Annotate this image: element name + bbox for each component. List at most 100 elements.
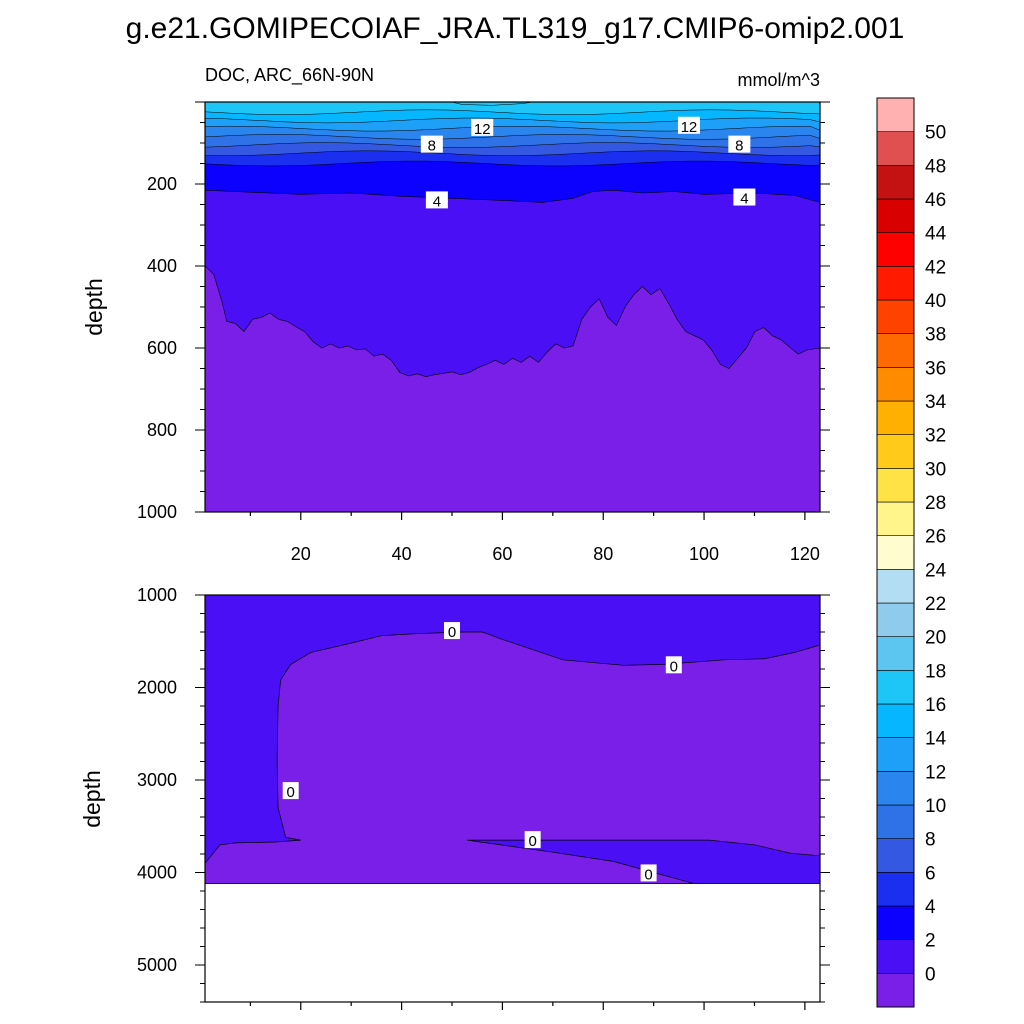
colorbar-swatch	[876, 434, 915, 469]
lower-y-tick-label: 2000	[137, 678, 177, 698]
colorbar-tick-label: 30	[925, 459, 946, 480]
lower-contour-label-bg	[282, 782, 299, 800]
colorbar-swatch	[876, 602, 915, 637]
lower-contour-label-text: 0	[287, 784, 295, 801]
colorbar-tick-label: 46	[925, 190, 946, 211]
upper-x-tick-label: 40	[392, 544, 412, 564]
upper-contour-label-text: 4	[433, 193, 441, 210]
lower-contour-label-text: 0	[448, 624, 456, 641]
colorbar-tick-label: 20	[925, 628, 946, 649]
colorbar-swatch	[876, 535, 915, 570]
colorbar-tick-label: 12	[925, 762, 946, 783]
colorbar-swatch	[876, 737, 915, 772]
upper-x-tick-label: 100	[689, 544, 719, 564]
lower-fill-below-0	[204, 631, 821, 884]
upper-contour-label-bg	[471, 118, 494, 136]
upper-contour-label-bg	[420, 135, 443, 153]
colorbar-swatch	[876, 636, 915, 671]
upper-contour-label: 8	[728, 135, 751, 155]
lower-contour-label: 0	[524, 831, 541, 850]
upper-x-tick-label: 80	[593, 544, 613, 564]
upper-y-tick-label: 200	[147, 174, 177, 194]
lower-contour-label: 0	[640, 864, 657, 883]
upper-y-axis-label: depth	[81, 278, 107, 336]
colorbar-tick-label: 6	[925, 863, 936, 884]
colorbar-tick-label: 10	[925, 796, 946, 817]
colorbar-tick-label: 16	[925, 695, 946, 716]
colorbar-tick-label: 8	[925, 830, 936, 851]
colorbar-swatch	[876, 468, 915, 503]
colorbar-swatch	[876, 367, 915, 402]
colorbar-tick-label: 18	[925, 661, 946, 682]
colorbar-swatch	[876, 569, 915, 604]
colorbar-swatch	[876, 131, 915, 166]
upper-x-tick-label: 60	[492, 544, 512, 564]
colorbar-tick-label: 4	[925, 897, 936, 918]
upper-contour-label-bg	[425, 191, 448, 209]
colorbar-tick-label: 40	[925, 291, 946, 312]
colorbar-swatch	[876, 400, 915, 435]
lower-y-tick-label: 4000	[137, 863, 177, 883]
colorbar-tick-label: 34	[925, 392, 947, 413]
colorbar-tick-label: 2	[925, 931, 936, 952]
upper-contour-label-text: 4	[740, 191, 748, 208]
lower-contour-label: 0	[282, 782, 299, 801]
colorbar-tick-label: 38	[925, 325, 946, 346]
colorbar-swatch	[876, 771, 915, 806]
chart-title: g.e21.GOMIPECOIAF_JRA.TL319_g17.CMIP6-om…	[126, 12, 905, 45]
colorbar-tick-label: 24	[925, 560, 947, 581]
subtitle-left: DOC, ARC_66N-90N	[205, 65, 374, 86]
lower-contour-label: 0	[665, 656, 682, 675]
colorbar-tick-label: 42	[925, 257, 946, 278]
lower-y-tick-label: 1000	[137, 585, 177, 605]
colorbar-swatch	[876, 804, 915, 839]
upper-y-tick-label: 1000	[137, 502, 177, 522]
colorbar-swatch	[876, 97, 915, 132]
colorbar-swatch	[876, 299, 915, 334]
lower-contour-label-bg	[444, 622, 461, 640]
colorbar: 0246810121416182022242628303234363840424…	[876, 97, 947, 1008]
upper-band-7	[204, 101, 821, 115]
upper-contour-label: 4	[733, 188, 756, 208]
units-label: mmol/m^3	[738, 70, 820, 90]
colorbar-swatch	[876, 872, 915, 907]
lower-y-tick-label: 3000	[137, 770, 177, 790]
upper-contour-label: 8	[420, 135, 443, 155]
upper-contour-label-text: 12	[474, 121, 491, 138]
lower-y-axis-label: depth	[79, 770, 105, 828]
colorbar-tick-label: 28	[925, 493, 946, 514]
upper-contour-label: 12	[471, 118, 494, 138]
lower-contour-label-text: 0	[644, 866, 652, 883]
colorbar-tick-label: 50	[925, 123, 946, 144]
upper-contour-label: 12	[677, 116, 700, 136]
colorbar-tick-label: 48	[925, 156, 946, 177]
colorbar-swatch	[876, 165, 915, 200]
upper-contour-label-text: 12	[681, 119, 698, 136]
lower-seafloor-mask	[205, 883, 820, 1002]
lower-contour-label-text: 0	[528, 833, 536, 850]
lower-contour-label: 0	[444, 622, 461, 641]
colorbar-tick-label: 14	[925, 729, 947, 750]
colorbar-frame	[876, 97, 915, 1008]
lower-contour-label-text: 0	[670, 658, 678, 675]
colorbar-tick-label: 44	[925, 224, 947, 245]
colorbar-tick-label: 0	[925, 964, 936, 985]
lower-y-tick-label: 5000	[137, 955, 177, 975]
colorbar-swatch	[876, 973, 915, 1008]
upper-x-tick-label: 120	[790, 544, 820, 564]
colorbar-swatch	[876, 939, 915, 974]
lower-panel: 0 0 0 0 0 1000 2000 3000 4000 5000	[137, 585, 830, 1010]
colorbar-swatch	[876, 703, 915, 738]
colorbar-swatch	[876, 333, 915, 368]
colorbar-swatch	[876, 501, 915, 536]
colorbar-tick-label: 32	[925, 426, 946, 447]
upper-contour-label-bg	[677, 116, 700, 134]
upper-y-tick-label: 800	[147, 420, 177, 440]
colorbar-swatch	[876, 670, 915, 705]
upper-y-tick-label: 400	[147, 256, 177, 276]
colorbar-swatch	[876, 266, 915, 301]
upper-panel: 12 12 8 8 4 4 20 40 60 80 100 120 200 400 600 800 1000	[137, 101, 830, 564]
upper-contour-label-text: 8	[428, 138, 436, 155]
lower-contour-label-bg	[524, 831, 541, 849]
